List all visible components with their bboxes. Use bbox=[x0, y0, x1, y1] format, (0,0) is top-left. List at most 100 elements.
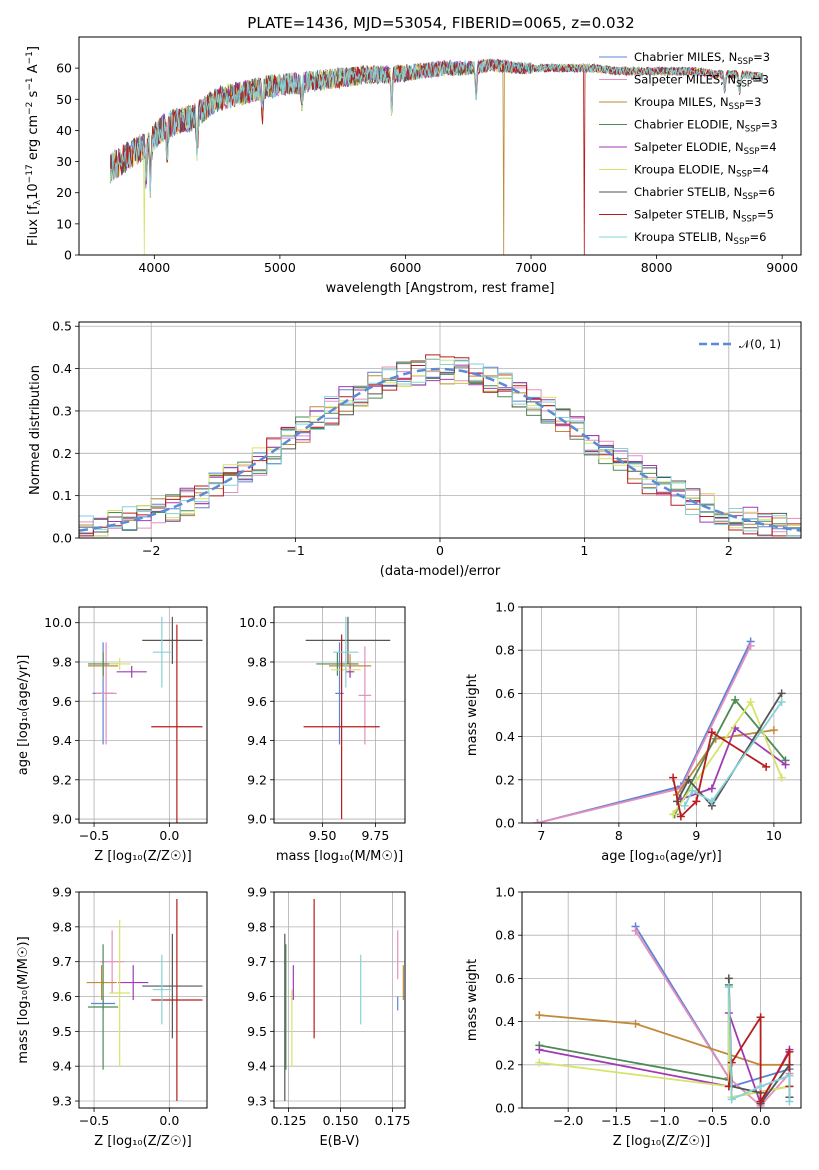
panel-age-vs-Z: −0.5 0.0 9.0 9.2 9.4 9.6 9.8 10.0 Z [log₁₀(Z/Z☉)… bbox=[16, 606, 208, 864]
y-tick-label: 0.8 bbox=[495, 928, 515, 943]
y-tick-label: 9.4 bbox=[247, 733, 267, 748]
sfh-point bbox=[707, 784, 716, 793]
x-tick-label: 1 bbox=[580, 543, 588, 558]
y-tick-label: 10 bbox=[56, 216, 72, 231]
x-tick-label: 5000 bbox=[264, 260, 296, 275]
plot-area bbox=[303, 616, 391, 820]
x-tick-label: 6000 bbox=[390, 260, 422, 275]
y-tick-label: 60 bbox=[56, 61, 72, 76]
x-tick-label: 0.125 bbox=[271, 1113, 307, 1128]
x-tick-label: −1.0 bbox=[649, 1113, 679, 1128]
y-tick-label: 9.6 bbox=[52, 694, 72, 709]
legend-label: 𝒩(0, 1) bbox=[739, 337, 781, 351]
y-axis-label-part: Flux [f bbox=[26, 205, 41, 246]
y-axis-label-part: λ bbox=[33, 199, 43, 205]
axes-frame bbox=[273, 891, 406, 1109]
sfh-point bbox=[684, 775, 693, 784]
y-axis-label-part: −1 bbox=[25, 51, 35, 64]
sfh-point bbox=[731, 695, 740, 704]
legend-label: Salpeter STELIB, NSSP=5 bbox=[634, 208, 774, 225]
sfh-point bbox=[756, 1097, 765, 1106]
x-axis-label: age [log₁₀(age/yr)] bbox=[601, 849, 722, 864]
axes-frame bbox=[78, 891, 208, 1109]
y-tick-label: 30 bbox=[56, 154, 72, 169]
x-axis-label: Z [log₁₀(Z/Z☉)] bbox=[613, 1134, 710, 1149]
sfh-point bbox=[762, 762, 771, 771]
axes-frame bbox=[78, 36, 802, 256]
sfh-series-line bbox=[673, 698, 787, 815]
axes-frame bbox=[78, 606, 208, 824]
x-axis-label: mass [log₁₀(M/M☉)] bbox=[276, 849, 403, 864]
sfh-point bbox=[777, 698, 786, 707]
y-tick-label: 9.8 bbox=[247, 919, 267, 934]
sfh-point bbox=[535, 1011, 544, 1020]
y-tick-label: 0.0 bbox=[495, 816, 515, 831]
y-tick-label: 9.8 bbox=[52, 654, 72, 669]
plot-area bbox=[110, 58, 764, 255]
sfh-point bbox=[535, 1058, 544, 1067]
y-axis-label-part: 10 bbox=[26, 183, 41, 200]
y-tick-label: 0 bbox=[64, 248, 72, 263]
x-tick-label: 7 bbox=[537, 828, 545, 843]
y-axis-label-part: −2 bbox=[25, 102, 35, 115]
sfh-point bbox=[692, 797, 701, 806]
y-tick-label: 9.8 bbox=[247, 654, 267, 669]
gaussian-curve bbox=[79, 367, 801, 532]
y-axis-label-part: −17 bbox=[25, 164, 35, 183]
sfh-series-line bbox=[676, 692, 783, 808]
sfh-point bbox=[746, 698, 755, 707]
y-tick-label: 9.4 bbox=[247, 1059, 267, 1074]
sfh-point bbox=[777, 689, 786, 698]
y-axis-label: mass weight bbox=[465, 674, 480, 756]
y-axis-label-part: −1 bbox=[25, 77, 35, 90]
sfh-point bbox=[707, 728, 716, 737]
y-tick-label: 0.4 bbox=[495, 1014, 515, 1029]
panel-age-vs-mass: 9.50 9.75 9.0 9.2 9.4 9.6 9.8 10.0 mass [log₁₀(M… bbox=[239, 606, 406, 864]
sfh-point bbox=[669, 810, 678, 819]
y-tick-label: 9.5 bbox=[52, 1024, 72, 1039]
sfh-point bbox=[724, 983, 733, 992]
axes-frame bbox=[78, 321, 802, 539]
sfh-point bbox=[785, 1071, 794, 1080]
plot-area bbox=[533, 637, 790, 823]
histogram-series bbox=[79, 358, 801, 538]
y-tick-label: 0.8 bbox=[495, 643, 515, 658]
y-tick-label: 0.2 bbox=[52, 446, 72, 461]
y-tick-label: 9.9 bbox=[52, 885, 72, 900]
x-tick-label: 8 bbox=[615, 828, 623, 843]
sfh-series-line bbox=[683, 701, 783, 807]
panel-mass-vs-Z: −0.5 0.0 9.3 9.4 9.5 9.6 9.7 9.8 9.9 Z [log₁₀(Z/Z… bbox=[16, 885, 208, 1149]
sfh-point bbox=[727, 1058, 736, 1067]
legend-label: Chabrier MILES, NSSP=3 bbox=[634, 50, 770, 67]
sfh-point bbox=[756, 1013, 765, 1022]
x-axis-label: wavelength [Angstrom, rest frame] bbox=[326, 281, 555, 296]
y-tick-label: 1.0 bbox=[495, 885, 515, 900]
sfh-point bbox=[669, 773, 678, 782]
y-tick-label: 9.6 bbox=[247, 694, 267, 709]
panel-sfh-Z: −2.0 −1.5 −1.0 −0.5 0.0 0.0 0.2 0.4 0.6 0.8 1.0 Z [… bbox=[465, 885, 802, 1149]
y-tick-label: 0.0 bbox=[52, 531, 72, 546]
y-axis-label-part: ] bbox=[26, 46, 41, 51]
x-tick-label: 9 bbox=[692, 828, 700, 843]
y-tick-label: 9.8 bbox=[52, 919, 72, 934]
sfh-point bbox=[631, 1019, 640, 1028]
y-tick-label: 20 bbox=[56, 185, 72, 200]
x-tick-label: 0.0 bbox=[159, 828, 179, 843]
sfh-point bbox=[785, 1047, 794, 1056]
y-axis-label-part: erg cm bbox=[26, 115, 41, 164]
x-axis-label: Z [log₁₀(Z/Z☉)] bbox=[94, 1134, 191, 1149]
y-tick-label: 9.2 bbox=[247, 772, 267, 787]
y-axis-label-part: A bbox=[26, 64, 41, 77]
x-tick-label: −2 bbox=[142, 543, 160, 558]
panel-mass-vs-ebv: 0.125 0.150 0.175 9.3 9.4 9.5 9.6 9.7 9.8 9.9 E(B-… bbox=[247, 885, 410, 1150]
legend-label: Chabrier ELODIE, NSSP=3 bbox=[634, 118, 778, 135]
y-tick-label: 1.0 bbox=[495, 600, 515, 615]
sfh-point bbox=[676, 812, 685, 821]
sfh-point bbox=[785, 1097, 794, 1106]
y-axis-label: Normed distribution bbox=[28, 365, 43, 495]
sfh-point bbox=[781, 760, 790, 769]
y-tick-label: 0.4 bbox=[495, 729, 515, 744]
spectrum-line bbox=[110, 59, 763, 255]
y-tick-label: 10.0 bbox=[44, 615, 72, 630]
